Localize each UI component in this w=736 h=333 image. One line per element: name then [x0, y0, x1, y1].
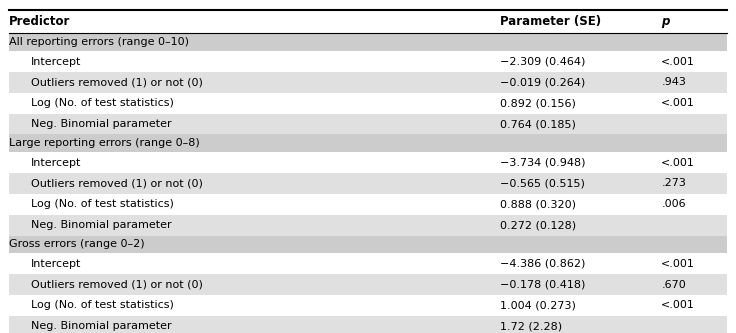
Text: Outliers removed (1) or not (0): Outliers removed (1) or not (0): [31, 280, 202, 290]
Text: p: p: [661, 15, 670, 28]
Bar: [9, 253, 727, 274]
Text: .273: .273: [661, 178, 686, 188]
Text: Intercept: Intercept: [31, 259, 81, 269]
Text: All reporting errors (range 0–10): All reporting errors (range 0–10): [9, 37, 188, 47]
Bar: [9, 93, 727, 114]
Text: 0.272 (0.128): 0.272 (0.128): [500, 220, 576, 230]
Bar: [9, 152, 727, 173]
Text: .943: .943: [661, 77, 686, 87]
Bar: [9, 235, 727, 253]
Text: Neg. Binomial parameter: Neg. Binomial parameter: [31, 321, 171, 331]
Bar: [9, 194, 727, 215]
Bar: [9, 295, 727, 316]
Text: Gross errors (range 0–2): Gross errors (range 0–2): [9, 239, 144, 249]
Text: −3.734 (0.948): −3.734 (0.948): [500, 158, 585, 167]
Text: Large reporting errors (range 0–8): Large reporting errors (range 0–8): [9, 138, 199, 148]
Text: Log (No. of test statistics): Log (No. of test statistics): [31, 300, 174, 310]
Text: −0.565 (0.515): −0.565 (0.515): [500, 178, 585, 188]
Text: 1.004 (0.273): 1.004 (0.273): [500, 300, 576, 310]
Text: Neg. Binomial parameter: Neg. Binomial parameter: [31, 220, 171, 230]
Text: −4.386 (0.862): −4.386 (0.862): [500, 259, 585, 269]
Text: −2.309 (0.464): −2.309 (0.464): [500, 57, 585, 67]
Text: Predictor: Predictor: [9, 15, 70, 28]
Text: 0.892 (0.156): 0.892 (0.156): [500, 98, 576, 108]
Text: 0.764 (0.185): 0.764 (0.185): [500, 119, 576, 129]
Text: .670: .670: [661, 280, 686, 290]
Bar: [9, 215, 727, 235]
Text: Outliers removed (1) or not (0): Outliers removed (1) or not (0): [31, 77, 202, 87]
Text: 1.72 (2.28): 1.72 (2.28): [500, 321, 562, 331]
Bar: [9, 72, 727, 93]
Text: Log (No. of test statistics): Log (No. of test statistics): [31, 98, 174, 108]
Text: Intercept: Intercept: [31, 57, 81, 67]
Text: .006: .006: [661, 199, 686, 209]
Text: Parameter (SE): Parameter (SE): [500, 15, 601, 28]
Bar: [9, 33, 727, 51]
Bar: [9, 316, 727, 333]
Text: <.001: <.001: [661, 98, 696, 108]
Text: 0.888 (0.320): 0.888 (0.320): [500, 199, 576, 209]
Text: −0.178 (0.418): −0.178 (0.418): [500, 280, 585, 290]
Bar: [9, 274, 727, 295]
Text: −0.019 (0.264): −0.019 (0.264): [500, 77, 585, 87]
Bar: [9, 114, 727, 135]
Bar: [9, 173, 727, 194]
Text: Log (No. of test statistics): Log (No. of test statistics): [31, 199, 174, 209]
Text: <.001: <.001: [661, 259, 696, 269]
Text: Neg. Binomial parameter: Neg. Binomial parameter: [31, 119, 171, 129]
Text: <.001: <.001: [661, 300, 696, 310]
Bar: [9, 135, 727, 152]
Bar: [9, 51, 727, 72]
Text: Outliers removed (1) or not (0): Outliers removed (1) or not (0): [31, 178, 202, 188]
Text: <.001: <.001: [661, 57, 696, 67]
Text: Intercept: Intercept: [31, 158, 81, 167]
Text: <.001: <.001: [661, 158, 696, 167]
Bar: [9, 10, 727, 33]
